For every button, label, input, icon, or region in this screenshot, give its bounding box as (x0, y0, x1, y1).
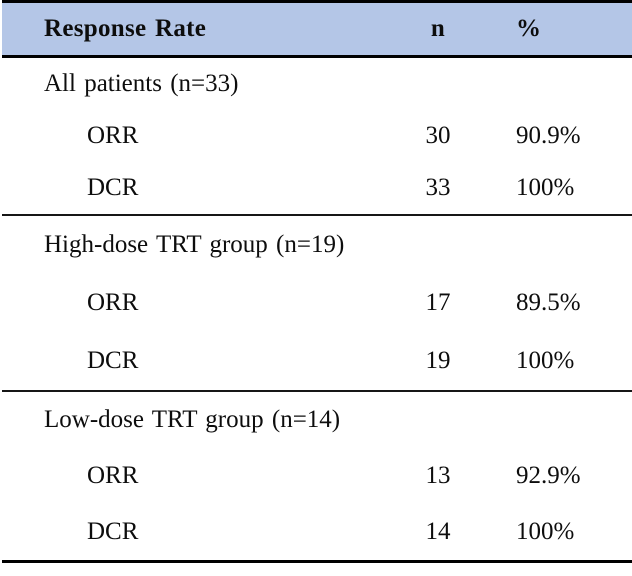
cell-percent: 89.5% (516, 289, 581, 316)
section-high-dose-trt: High-dose TRT group (n=19) ORR 17 89.5% … (2, 216, 632, 390)
col-header-response-rate: Response Rate (44, 15, 207, 42)
cell-n: 17 (425, 289, 451, 316)
section-title: High-dose TRT group (n=19) (44, 231, 345, 258)
col-header-n: n (430, 15, 446, 42)
cell-n: 13 (425, 462, 451, 489)
row-label: DCR (87, 347, 139, 374)
section-all-patients: All patients (n=33) ORR 30 90.9% DCR 33 … (2, 58, 632, 214)
section-title-row: All patients (n=33) (2, 58, 632, 110)
section-divider (2, 214, 632, 216)
section-title-row: High-dose TRT group (n=19) (2, 216, 632, 274)
table-row-dcr: DCR 19 100% (2, 332, 632, 390)
section-low-dose-trt: Low-dose TRT group (n=14) ORR 13 92.9% D… (2, 392, 632, 560)
row-label: ORR (87, 289, 139, 316)
cell-percent: 100% (516, 347, 575, 374)
cell-percent: 90.9% (516, 122, 581, 149)
table-row-dcr: DCR 14 100% (2, 504, 632, 560)
table-row-orr: ORR 17 89.5% (2, 274, 632, 332)
cell-n: 30 (425, 122, 451, 149)
row-label: ORR (87, 462, 139, 489)
section-divider (2, 390, 632, 392)
row-label: ORR (87, 122, 139, 149)
table-row-orr: ORR 13 92.9% (2, 448, 632, 504)
col-header-percent: % (516, 15, 542, 42)
response-rate-table: Response Rate n % All patients (n=33) OR… (2, 0, 632, 563)
cell-n: 19 (425, 347, 451, 374)
table-row-dcr: DCR 33 100% (2, 162, 632, 214)
table-header-row: Response Rate n % (2, 3, 632, 58)
cell-percent: 100% (516, 518, 575, 545)
row-label: DCR (87, 518, 139, 545)
table-row-orr: ORR 30 90.9% (2, 110, 632, 162)
section-title-row: Low-dose TRT group (n=14) (2, 392, 632, 448)
cell-n: 33 (425, 174, 451, 201)
cell-n: 14 (425, 518, 451, 545)
row-label: DCR (87, 174, 139, 201)
section-title: All patients (n=33) (44, 70, 239, 97)
section-title: Low-dose TRT group (n=14) (44, 406, 341, 433)
cell-percent: 100% (516, 174, 575, 201)
cell-percent: 92.9% (516, 462, 581, 489)
